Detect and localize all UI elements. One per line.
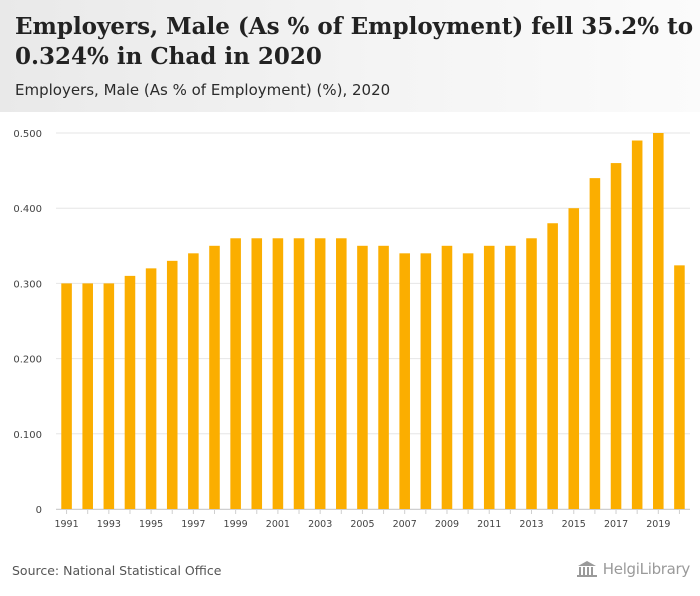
x-tick-label: 2003 [308, 519, 332, 530]
x-tick-label: 2017 [604, 519, 628, 530]
bar-1992[interactable] [82, 283, 93, 509]
x-tick-label: 2001 [266, 519, 290, 530]
x-tick-label: 2007 [393, 519, 417, 530]
bar-1993[interactable] [103, 283, 115, 509]
bar-2016[interactable] [589, 178, 601, 509]
bar-1999[interactable] [230, 238, 241, 509]
brand-name: HelgiLibrary [602, 560, 691, 578]
bar-2008[interactable] [420, 253, 432, 509]
y-tick-label: 0 [36, 505, 42, 516]
x-tick-label: 2005 [350, 519, 374, 530]
bar-2005[interactable] [357, 245, 368, 510]
bar-2000[interactable] [251, 238, 263, 509]
bar-2018[interactable] [631, 140, 643, 509]
y-tick-label: 0.400 [13, 204, 42, 215]
chart-title: Employers, Male (As % of Employment) fel… [15, 13, 694, 70]
x-tick-label: 2009 [435, 519, 459, 530]
chart-subtitle: Employers, Male (As % of Employment) (%)… [15, 81, 391, 99]
x-tick-label: 1997 [181, 519, 205, 530]
x-tick-label: 1995 [139, 519, 163, 530]
bar-1991[interactable] [61, 283, 72, 509]
brand-logo[interactable]: HelgiLibrary [576, 560, 690, 578]
bar-layer [61, 133, 685, 510]
y-tick-label: 0.200 [13, 355, 42, 366]
bar-2013[interactable] [526, 238, 537, 509]
bar-2017[interactable] [610, 163, 622, 509]
axis-layer: 0 0.100 0.200 0.300 0.400 0.500 1991 1993 1995 19… [13, 129, 690, 530]
bar-2009[interactable] [441, 245, 453, 510]
bar-2014[interactable] [547, 223, 558, 510]
header-banner: Employers, Male (As % of Employment) fel… [0, 0, 700, 112]
bar-1996[interactable] [166, 260, 178, 509]
y-tick-label: 0.500 [13, 129, 42, 140]
bar-2015[interactable] [568, 208, 580, 509]
x-tick-label: 1999 [224, 519, 248, 530]
bar-2006[interactable] [378, 245, 389, 510]
bar-2002[interactable] [293, 238, 305, 509]
library-building-icon [576, 561, 597, 577]
bar-2011[interactable] [483, 245, 495, 510]
bar-1998[interactable] [209, 245, 220, 510]
bar-2003[interactable] [314, 238, 326, 509]
bar-2007[interactable] [399, 253, 410, 509]
bar-1997[interactable] [188, 253, 199, 509]
x-tick-label: 1991 [54, 519, 78, 530]
bar-2004[interactable] [336, 238, 347, 509]
bar-2010[interactable] [462, 253, 474, 509]
bar-2020[interactable] [674, 265, 685, 509]
bar-2019[interactable] [653, 133, 664, 509]
bar-2001[interactable] [272, 238, 284, 509]
bar-1994[interactable] [124, 275, 136, 509]
x-tick-label: 2011 [477, 519, 501, 530]
bar-1995[interactable] [145, 268, 157, 509]
source-note: Source: National Statistical Office [12, 563, 222, 578]
y-tick-label: 0.300 [13, 279, 42, 290]
y-tick-label: 0.100 [13, 430, 42, 441]
bar-2012[interactable] [505, 245, 516, 510]
x-tick-label: 2015 [562, 519, 586, 530]
x-tick-label: 2019 [646, 519, 670, 530]
x-tick-label: 2013 [519, 519, 543, 530]
x-tick-label: 1993 [97, 519, 121, 530]
